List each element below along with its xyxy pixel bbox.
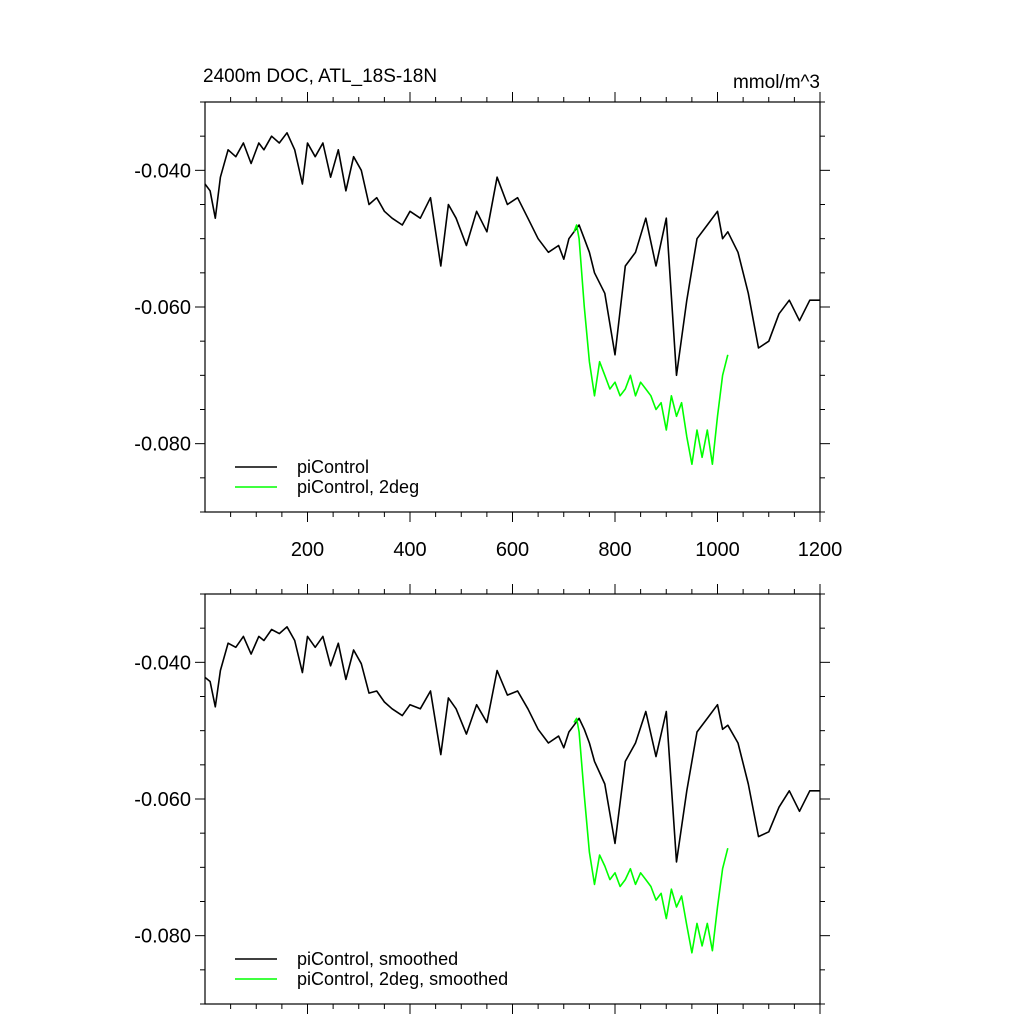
x-tick-label: 600 [496,539,529,561]
x-tick-label: 1200 [798,539,843,561]
x-tick-label: 400 [393,539,426,561]
y-tick-label: -0.060 [134,789,191,811]
legend-label: piControl [297,457,369,477]
legend-label: piControl, 2deg, smoothed [297,969,508,989]
y-tick-label: -0.040 [134,652,191,674]
series-line-picontrol [204,132,820,377]
x-tick-label: 800 [598,539,631,561]
x-tick-label: 1000 [695,539,740,561]
y-tick-label: -0.080 [134,926,191,948]
x-tick-label: 200 [291,539,324,561]
series-line-picontrol-2deg [573,717,729,954]
top-panel: -0.040 -0.060 -0.080 200 400 600 800 1000 1200 24… [134,66,842,561]
legend-label: piControl, smoothed [297,949,458,969]
series-line-picontrol-2deg [573,224,729,466]
units-label: mmol/m^3 [733,72,820,93]
bottom-panel: -0.040 -0.060 -0.080 piControl, smoothedpiC… [134,584,830,1014]
legend-label: piControl, 2deg [297,477,419,497]
y-tick-label: -0.040 [134,160,191,182]
chart-title: 2400m DOC, ATL_18S-18N [203,66,437,87]
plot-frame [204,593,821,1005]
y-tick-label: -0.060 [134,297,191,319]
series-line-picontrol [204,625,820,863]
y-tick-label: -0.080 [134,434,191,456]
